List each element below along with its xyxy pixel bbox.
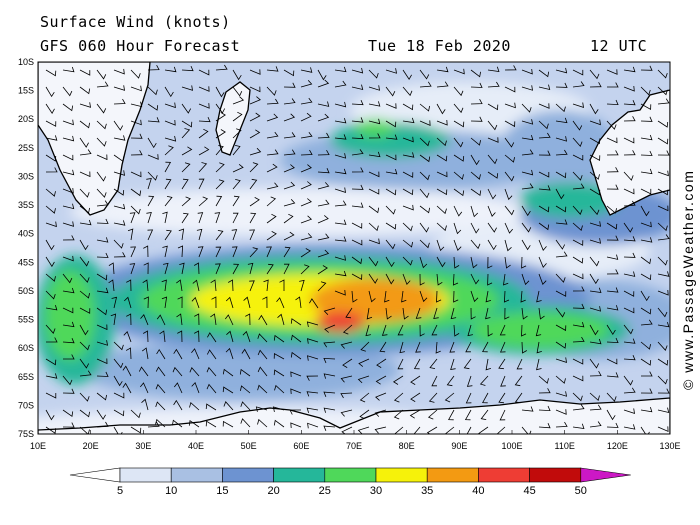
wind-barbs (45, 64, 670, 434)
colorbar-label: 10 (165, 485, 177, 497)
colorbar-segment (222, 467, 274, 483)
forecast-model: GFS 060 Hour Forecast (40, 37, 241, 55)
longitude-label: 100E (501, 441, 522, 451)
colorbar-label: 30 (370, 485, 382, 497)
colorbar-segment (119, 467, 172, 483)
longitude-label: 110E (554, 441, 574, 451)
colorbar-label: 35 (421, 485, 433, 497)
latitude-label: 55S (18, 315, 34, 325)
colorbar-label: 45 (523, 485, 535, 497)
longitude-label: 90E (451, 441, 467, 451)
colorbar-segment (529, 467, 582, 483)
colorbar-label: 40 (472, 485, 484, 497)
latitude-label: 50S (18, 286, 34, 296)
colorbar-segment (170, 467, 223, 483)
longitude-label: 60E (293, 441, 309, 451)
africa (38, 62, 151, 216)
longitude-label: 130E (659, 441, 680, 451)
latitude-label: 45S (18, 257, 34, 267)
colorbar-label: 20 (267, 485, 279, 497)
longitude-label: 30E (135, 441, 151, 451)
colorbar-segment (426, 467, 479, 483)
latitude-label: 70S (18, 400, 34, 410)
latitude-label: 30S (18, 171, 34, 181)
latitude-label: 40S (18, 229, 34, 239)
latitude-label: 35S (18, 200, 34, 210)
colorbar-label: 5 (117, 485, 123, 497)
map-grid (38, 430, 670, 434)
color-scale-legend: 5 10 15 20 25 30 35 40 45 50 (69, 467, 631, 497)
longitude-label: 70E (346, 441, 362, 451)
colorbar-min-arrow (69, 467, 121, 483)
longitude-label: 50E (241, 441, 257, 451)
colorbar-segment (375, 467, 428, 483)
latitude-label: 65S (18, 372, 34, 382)
longitude-label: 40E (188, 441, 204, 451)
latitude-label: 25S (18, 143, 34, 153)
latitude-label: 10S (18, 57, 34, 67)
latitude-label: 60S (18, 343, 34, 353)
longitude-label: 10E (30, 441, 46, 451)
colorbar-label: 50 (575, 485, 587, 497)
forecast-time: 12 UTC (590, 37, 648, 55)
map-area (38, 62, 670, 434)
longitude-label: 20E (83, 441, 99, 451)
colorbar-label: 25 (319, 485, 331, 497)
forecast-date: Tue 18 Feb 2020 (368, 37, 511, 55)
longitude-label: 120E (607, 441, 628, 451)
colorbar-segment (324, 467, 377, 483)
latitude-axis: 10S 15S 20S 25S 30S 35S 40S 45S 50S 55S 60S 65S 70S 7… (18, 57, 34, 439)
longitude-axis: 10E 20E 30E 40E 50E 60E 70E 80E 90E 100E 110E 120E 1… (30, 441, 681, 451)
colorbar-max-arrow (580, 467, 631, 483)
latitude-label: 75S (18, 429, 34, 439)
longitude-label: 80E (399, 441, 415, 451)
colorbar-segment (273, 467, 326, 483)
map-frame (37, 61, 671, 435)
latitude-label: 15S (18, 86, 34, 96)
colorbar-label: 15 (216, 485, 228, 497)
chart-title: Surface Wind (knots) (40, 13, 231, 31)
latitude-label: 20S (18, 114, 34, 124)
colorbar-segment (478, 467, 530, 483)
credit-text: © www.PassageWeather.com (680, 169, 696, 390)
